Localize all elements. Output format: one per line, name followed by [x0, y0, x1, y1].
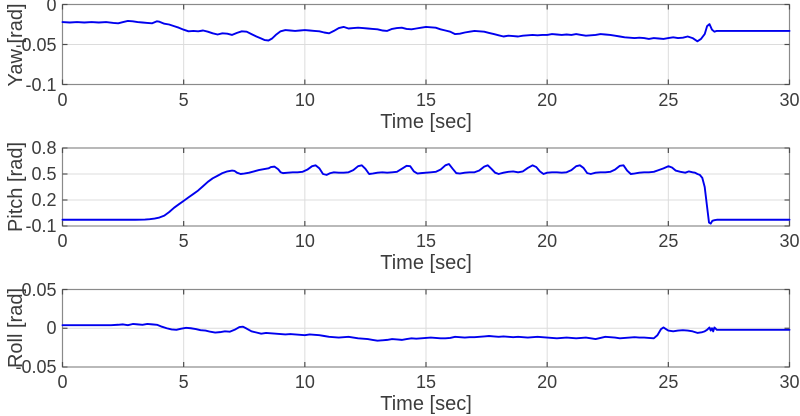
x-tick-label: 10 — [294, 89, 315, 110]
y-tick-label: -0.1 — [25, 74, 57, 95]
y-tick-label: 0.05 — [21, 279, 57, 300]
yaw-plot-area — [61, 3, 791, 86]
x-tick-label: 5 — [178, 372, 189, 392]
x-tick-label: 30 — [779, 89, 800, 110]
time-axis-label: Time [sec] — [380, 252, 472, 274]
y-tick-label: 0 — [46, 0, 57, 15]
x-tick-label: 15 — [415, 231, 437, 251]
time-axis-label: Time [sec] — [380, 393, 472, 415]
x-tick-label: 20 — [537, 231, 558, 251]
y-tick-label: 0.2 — [31, 190, 57, 210]
x-tick-label: 10 — [294, 372, 315, 392]
x-tick-label: 0 — [57, 372, 68, 392]
roll-plot-area — [61, 288, 791, 368]
x-tick-label: 15 — [415, 89, 437, 110]
x-tick-label: 0 — [57, 89, 68, 110]
x-tick-label: 30 — [779, 372, 800, 392]
yaw-line-series — [61, 19, 791, 43]
x-tick-label: 5 — [178, 89, 189, 110]
y-tick-label: 0 — [46, 318, 57, 339]
x-tick-label: 5 — [178, 231, 189, 251]
x-tick-label: 20 — [537, 372, 558, 392]
x-tick-label: 25 — [658, 231, 679, 251]
x-tick-label: 25 — [658, 372, 679, 392]
x-tick-label: 0 — [57, 231, 68, 251]
y-tick-label: -0.1 — [25, 216, 57, 236]
y-tick-label: -0.05 — [15, 357, 57, 377]
x-tick-label: 20 — [537, 89, 558, 110]
y-tick-label: 0.5 — [31, 164, 57, 184]
time-axis-label: Time [sec] — [380, 110, 472, 133]
yaw-axis-label: Yaw [rad] — [5, 3, 27, 86]
y-tick-label: -0.05 — [15, 34, 57, 55]
x-tick-label: 15 — [415, 372, 437, 392]
x-tick-label: 30 — [779, 231, 800, 251]
x-tick-label: 25 — [658, 89, 679, 110]
pitch-line-series — [61, 163, 791, 225]
x-tick-label: 10 — [294, 231, 315, 251]
roll-line-series — [61, 323, 791, 342]
pitch-plot-area — [61, 147, 791, 227]
y-tick-label: 0.8 — [31, 138, 57, 158]
